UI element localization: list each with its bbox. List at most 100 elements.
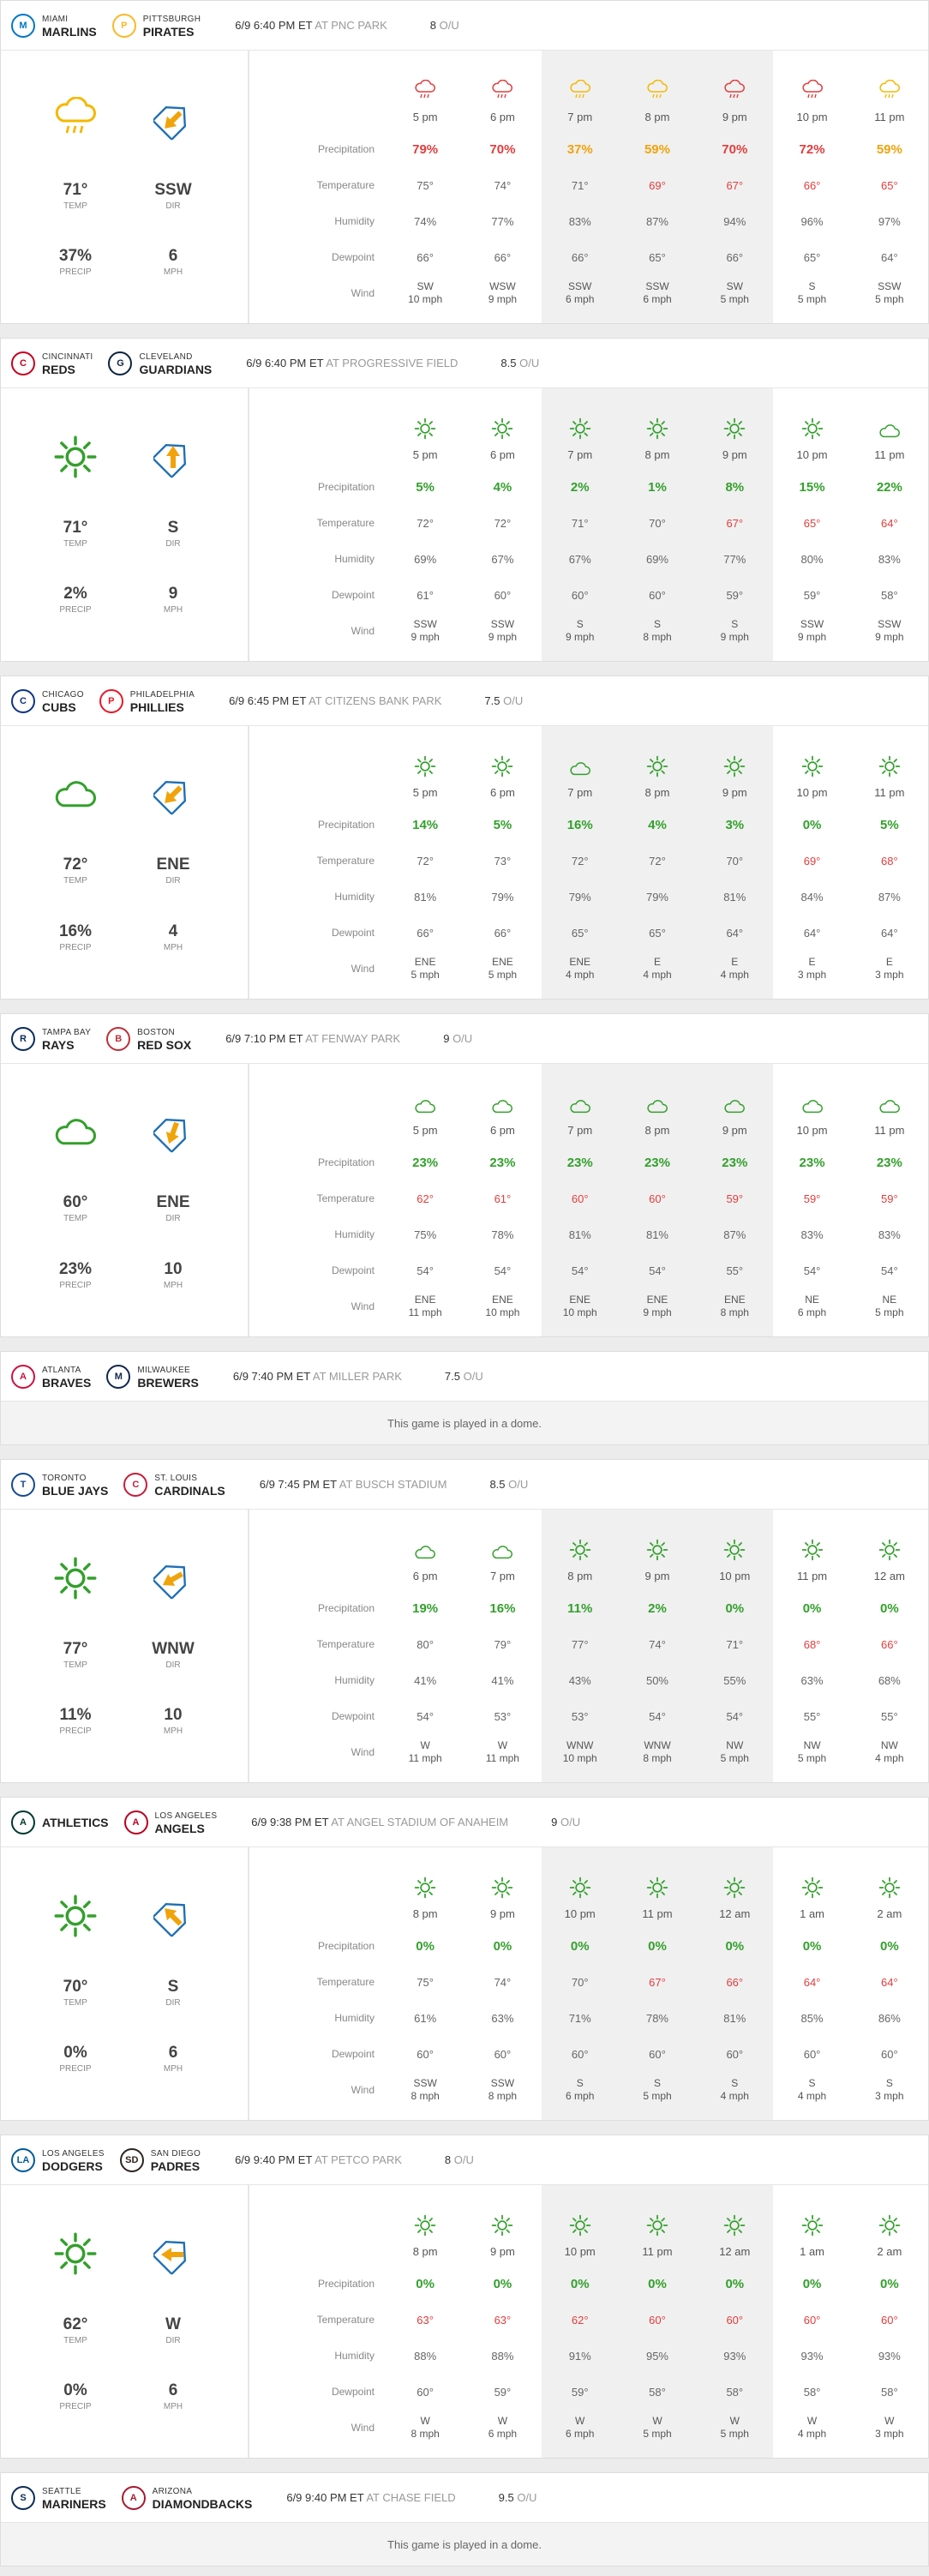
hour-time: 12 am bbox=[719, 2244, 751, 2258]
hour-wind-speed: 4 mph bbox=[566, 969, 595, 981]
hour-temp: 67° bbox=[726, 178, 744, 192]
label-spacer bbox=[249, 1847, 387, 1899]
row-label-precipitation: Precipitation bbox=[317, 1939, 375, 1952]
home-team[interactable]: P Philadelphia Phillies bbox=[99, 688, 195, 713]
away-team[interactable]: C Chicago Cubs bbox=[11, 688, 84, 713]
hour-wind: ENE 8 mph bbox=[696, 1288, 773, 1324]
summary-temp-label: TEMP bbox=[63, 539, 87, 549]
hour-temp: 67° bbox=[726, 516, 744, 530]
hour-precip: 0% bbox=[802, 1938, 822, 1954]
home-team[interactable]: M Milwaukee Brewers bbox=[106, 1364, 199, 1389]
hour-column: 9 pm 8% 67° 77% 59° S 9 mph bbox=[696, 388, 774, 661]
away-team-logo: A bbox=[11, 1810, 35, 1834]
away-team[interactable]: A Atlanta Braves bbox=[11, 1364, 91, 1389]
hour-wind-speed: 11 mph bbox=[408, 1752, 442, 1764]
summary-dir-value: ENE bbox=[156, 1193, 190, 1212]
summary-icon-cell bbox=[27, 760, 124, 832]
hour-wind-dir: W bbox=[806, 2415, 818, 2427]
hour-column: 5 pm 5% 72° 69% 61° SSW 9 mph bbox=[387, 388, 464, 661]
hour-wind-dir: SSW bbox=[878, 618, 902, 630]
away-team[interactable]: C Cincinnati Reds bbox=[11, 351, 93, 375]
over-under-value: 8.5 bbox=[489, 1478, 506, 1491]
away-team[interactable]: T Toronto Blue Jays bbox=[11, 1472, 108, 1497]
hour-time: 7 pm bbox=[489, 1569, 515, 1582]
hour-humidity: 81% bbox=[723, 890, 746, 904]
away-team-names: Atlanta Braves bbox=[42, 1365, 91, 1389]
away-team[interactable]: A Athletics bbox=[11, 1810, 109, 1834]
summary-dir-label: DIR bbox=[165, 2336, 181, 2346]
home-team[interactable]: B Boston Red Sox bbox=[106, 1026, 191, 1051]
forecast-body: 72° TEMP ENE DIR 16% PRECIP 4 MPH Precipitation T… bbox=[1, 726, 928, 999]
row-label-wind: Wind bbox=[351, 962, 375, 975]
hour-wind-dir: E bbox=[808, 956, 816, 968]
home-team[interactable]: P Pittsburgh Pirates bbox=[111, 13, 201, 38]
away-team[interactable]: S Seattle Mariners bbox=[11, 2485, 106, 2510]
forecast-summary: 70° TEMP S DIR 0% PRECIP 6 MPH bbox=[1, 1847, 249, 2120]
hourly-grid: Precipitation Temperature Humidity Dewpoint… bbox=[249, 51, 928, 323]
summary-speed: 6 MPH bbox=[124, 2369, 222, 2423]
sun-icon bbox=[464, 388, 541, 440]
hour-time: 9 pm bbox=[722, 785, 747, 799]
hour-temp: 61° bbox=[494, 1192, 512, 1205]
hourly-grid: Precipitation Temperature Humidity Dewpoint… bbox=[249, 2185, 928, 2458]
row-label-humidity: Humidity bbox=[334, 214, 375, 227]
home-team[interactable]: SD San Diego Padres bbox=[119, 2147, 201, 2172]
away-team[interactable]: M Miami Marlins bbox=[11, 13, 97, 38]
hour-humidity: 43% bbox=[568, 1673, 591, 1687]
hour-wind-speed: 10 mph bbox=[408, 293, 443, 305]
away-team-names: Toronto Blue Jays bbox=[42, 1473, 108, 1497]
hour-wind-speed: 5 mph bbox=[411, 969, 440, 981]
summary-precip: 0% PRECIP bbox=[27, 2032, 124, 2086]
home-team-city: Los Angeles bbox=[154, 1810, 218, 1821]
game-card: C Chicago Cubs P Philadelphia Phillies 6/9 6:4… bbox=[0, 676, 929, 1000]
sun-icon bbox=[773, 2185, 850, 2237]
away-team-city: Seattle bbox=[42, 2486, 81, 2496]
hour-dewpoint: 55° bbox=[803, 1709, 821, 1723]
home-team[interactable]: A Los Angeles Angels bbox=[123, 1810, 218, 1834]
hour-temp: 71° bbox=[571, 516, 589, 530]
hour-wind-speed: 8 mph bbox=[720, 1306, 749, 1318]
summary-temp-label: TEMP bbox=[63, 201, 87, 212]
over-under-value: 9 bbox=[551, 1816, 558, 1828]
dome-notice: This game is played in a dome. bbox=[1, 1402, 928, 1444]
summary-dir: W DIR bbox=[124, 2304, 222, 2358]
hour-wind-dir: WSW bbox=[489, 280, 516, 292]
home-team[interactable]: G Cleveland Guardians bbox=[108, 351, 212, 375]
hour-temp: 69° bbox=[649, 178, 666, 192]
home-team[interactable]: A Arizona Diamondbacks bbox=[121, 2485, 252, 2510]
hour-precip: 0% bbox=[880, 1938, 899, 1954]
away-team[interactable]: LA Los Angeles Dodgers bbox=[11, 2147, 105, 2172]
hour-wind: ENE 10 mph bbox=[464, 1288, 541, 1324]
home-team[interactable]: C St. Louis Cardinals bbox=[123, 1472, 225, 1497]
hour-time: 11 pm bbox=[642, 1906, 673, 1920]
hour-precip: 4% bbox=[648, 817, 667, 832]
game-datetime: 6/9 6:40 PM ET bbox=[235, 19, 313, 32]
hour-temp: 70° bbox=[726, 854, 744, 868]
hour-wind-speed: 4 mph bbox=[875, 1752, 904, 1764]
row-labels: Precipitation Temperature Humidity Dewpoint… bbox=[249, 388, 387, 661]
sun-icon bbox=[773, 388, 850, 440]
hour-humidity: 93% bbox=[800, 2349, 824, 2363]
hour-wind-dir: W bbox=[652, 2415, 662, 2427]
hour-temp: 71° bbox=[571, 178, 589, 192]
hour-wind-dir: SSW bbox=[413, 2077, 437, 2089]
card-gap bbox=[0, 2121, 929, 2135]
row-label-precipitation: Precipitation bbox=[317, 480, 375, 493]
hour-humidity: 88% bbox=[491, 2349, 514, 2363]
hour-humidity: 75% bbox=[414, 1228, 437, 1241]
hour-temp: 63° bbox=[417, 2313, 434, 2327]
label-spacer bbox=[249, 1064, 387, 1115]
sun-icon bbox=[619, 2185, 696, 2237]
hour-precip: 0% bbox=[802, 1600, 822, 1616]
hour-column: 7 pm 2% 71° 67% 60° S 9 mph bbox=[541, 388, 619, 661]
hour-precip: 70% bbox=[722, 141, 748, 157]
hour-dewpoint: 65° bbox=[803, 250, 821, 264]
hour-precip: 23% bbox=[489, 1155, 516, 1170]
hour-time: 8 pm bbox=[644, 1123, 670, 1137]
away-team[interactable]: R Tampa Bay Rays bbox=[11, 1026, 91, 1051]
card-gap bbox=[0, 324, 929, 338]
hour-wind-speed: 3 mph bbox=[797, 969, 827, 981]
